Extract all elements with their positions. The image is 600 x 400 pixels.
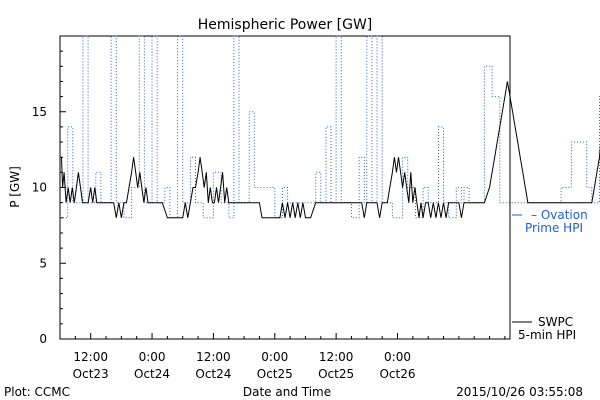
ovation-prime-series-line [60,35,600,219]
x-tick-time: 12:00 [73,350,108,364]
x-tick-date: Oct24 [134,367,170,381]
y-axis: 0 5 10 15 [32,50,66,346]
y-tick-label: 5 [39,256,47,270]
x-tick-date: Oct23 [73,367,109,381]
y-tick-label: 10 [32,181,47,195]
legend-ovation-line1: – Ovation [531,208,588,222]
x-tick-time: 12:00 [319,350,354,364]
y-axis-label: P [GW] [8,166,22,208]
x-axis: 12:00 Oct23 0:00 Oct24 12:00 Oct24 0:00 Oct25 12… [73,333,506,381]
chart-title: Hemispheric Power [GW] [198,17,373,33]
footer-plot-credit: Plot: CCMC [4,385,70,399]
x-tick-time: 12:00 [196,350,231,364]
legend-swpc-line2: 5-min HPI [518,328,576,342]
footer-x-axis-label: Date and Time [243,385,331,399]
swpc-hpi-series-line [61,81,600,219]
x-tick-date: Oct26 [379,367,415,381]
footer-timestamp: 2015/10/26 03:55:08 [456,385,583,399]
y-tick-label: 0 [39,332,47,346]
x-tick-date: Oct25 [257,367,293,381]
x-tick-time: 0:00 [384,350,411,364]
legend-ovation-line2: Prime HPI [525,221,583,235]
series-layer [60,35,600,219]
x-tick-time: 0:00 [261,350,288,364]
x-tick-date: Oct25 [318,367,354,381]
plot-frame [59,35,511,340]
x-tick-date: Oct24 [195,367,231,381]
legend-swpc-line1: SWPC [538,315,573,329]
y-tick-label: 15 [32,105,47,119]
x-tick-time: 0:00 [139,350,166,364]
